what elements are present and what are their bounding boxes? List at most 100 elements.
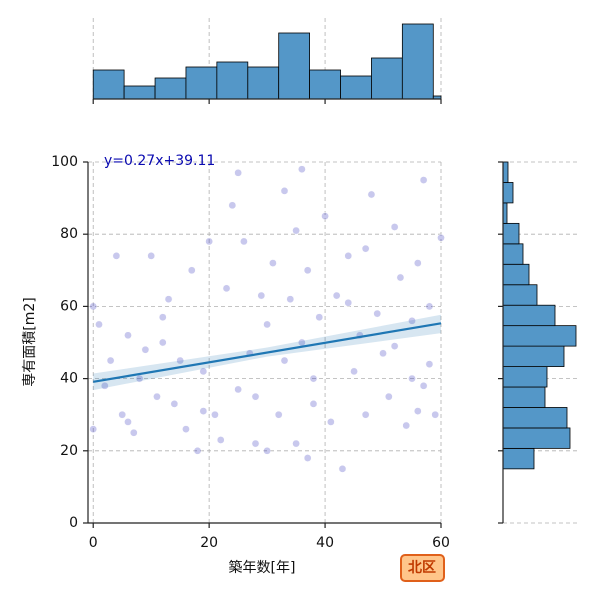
histogram-bar — [401, 23, 434, 100]
point — [106, 356, 115, 365]
point — [286, 295, 295, 304]
point — [344, 298, 353, 307]
point — [402, 421, 411, 430]
histogram-bar — [502, 182, 514, 204]
point — [280, 187, 289, 195]
point — [124, 418, 132, 426]
histogram-bar — [502, 386, 546, 408]
histogram-bar — [278, 32, 310, 100]
y-axis-label: 専有面積[m2] — [22, 297, 38, 386]
point — [211, 410, 219, 419]
point — [170, 400, 179, 408]
point — [182, 425, 190, 433]
point — [251, 392, 260, 401]
point — [280, 356, 289, 365]
point — [315, 313, 324, 322]
point — [147, 252, 156, 260]
y-tick-label: 40 — [60, 371, 78, 387]
point — [303, 454, 312, 462]
point — [292, 439, 300, 448]
point — [379, 349, 387, 358]
histogram-bar — [502, 284, 538, 306]
point — [361, 410, 370, 419]
x-tick-label: 0 — [89, 535, 98, 551]
histogram-bar — [154, 77, 187, 100]
point — [240, 237, 248, 246]
histogram-bar — [502, 345, 565, 367]
x-axis-label: 築年数[年] — [229, 560, 296, 576]
point — [95, 320, 103, 329]
histogram-bar — [309, 69, 341, 100]
y-tick-label: 0 — [69, 515, 78, 531]
point — [158, 313, 167, 322]
point — [263, 446, 271, 455]
histogram-bar — [502, 243, 524, 265]
point — [153, 392, 161, 401]
histogram-bar — [502, 222, 520, 245]
point — [413, 407, 422, 415]
annotation: y=0.27x+39.11 — [104, 153, 215, 169]
point — [228, 201, 237, 210]
point — [234, 385, 242, 394]
point — [425, 302, 434, 311]
point — [193, 446, 202, 455]
point — [309, 400, 318, 408]
point — [408, 374, 416, 383]
badge-box — [400, 554, 445, 582]
x-tick-label: 60 — [432, 535, 450, 551]
y-tick-label: 20 — [60, 443, 78, 459]
point — [274, 410, 283, 419]
histogram-bar — [371, 57, 403, 100]
point — [141, 345, 150, 354]
point — [367, 190, 376, 199]
point — [396, 273, 405, 282]
histogram-bar — [502, 407, 568, 429]
point — [338, 465, 347, 473]
y-tick-label: 100 — [51, 154, 78, 170]
point — [303, 266, 312, 275]
histogram-bar — [340, 75, 372, 100]
point — [298, 165, 306, 174]
histogram-bar — [502, 366, 548, 388]
point — [124, 331, 132, 340]
x-tick-label: 20 — [200, 535, 218, 551]
point — [199, 367, 208, 376]
point — [344, 252, 353, 260]
point — [216, 436, 225, 444]
point — [222, 284, 231, 293]
point — [437, 233, 445, 242]
point — [158, 338, 167, 347]
point — [205, 237, 213, 246]
point — [309, 374, 318, 383]
point — [408, 316, 416, 325]
histogram-bar — [502, 447, 535, 470]
point — [269, 259, 277, 267]
point — [413, 259, 422, 267]
point — [361, 244, 370, 253]
histogram-bar — [216, 61, 249, 100]
point — [350, 367, 358, 376]
point — [431, 410, 440, 419]
point — [129, 428, 138, 437]
point — [384, 392, 393, 401]
point — [321, 212, 329, 220]
histogram-bar — [185, 66, 218, 100]
point — [100, 381, 109, 390]
y-tick-label: 60 — [60, 298, 78, 314]
histogram-bar — [502, 161, 509, 183]
badge: 北区 — [408, 560, 436, 576]
histogram-bar — [247, 66, 280, 100]
point — [390, 342, 399, 350]
histogram-bar — [502, 263, 530, 286]
histogram-bar — [123, 85, 156, 100]
point — [257, 291, 266, 300]
regression-line — [93, 322, 442, 383]
point — [164, 295, 173, 304]
point — [187, 266, 196, 275]
point — [373, 309, 382, 318]
x-tick-label: 40 — [316, 535, 334, 551]
point — [112, 252, 121, 260]
point — [390, 223, 399, 231]
point — [89, 302, 98, 311]
